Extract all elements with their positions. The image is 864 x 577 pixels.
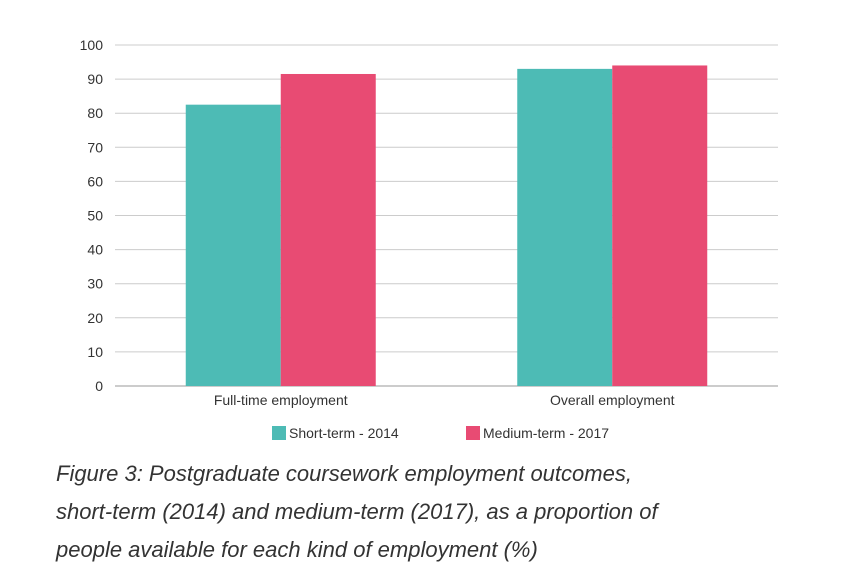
- bar: [185, 104, 281, 387]
- caption-line-3: people available for each kind of employ…: [56, 537, 538, 562]
- bar: [612, 65, 708, 387]
- y-tick-label: 30: [87, 276, 103, 292]
- y-tick-label: 0: [95, 378, 103, 394]
- caption-line-1: Figure 3: Postgraduate coursework employ…: [56, 461, 632, 486]
- x-tick-label: Full-time employment: [214, 392, 348, 408]
- y-tick-label: 20: [87, 310, 103, 326]
- legend-swatch: [272, 426, 286, 440]
- bar-chart: 0 10 20 30 40 50 60 70 80 90 100 Full-time employm…: [80, 37, 778, 441]
- y-axis-ticks: 0 10 20 30 40 50 60 70 80 90 100: [80, 37, 104, 394]
- x-axis-labels: Full-time employment Overall employment: [214, 392, 675, 408]
- x-tick-label: Overall employment: [550, 392, 675, 408]
- figure-caption: Figure 3: Postgraduate coursework employ…: [56, 455, 856, 569]
- y-tick-label: 40: [87, 242, 103, 258]
- bar: [280, 73, 376, 387]
- y-tick-label: 60: [87, 173, 103, 189]
- y-tick-label: 80: [87, 105, 103, 121]
- y-tick-label: 90: [87, 71, 103, 87]
- y-tick-label: 100: [80, 37, 104, 53]
- y-tick-label: 70: [87, 139, 103, 155]
- legend-label: Short-term - 2014: [289, 425, 399, 441]
- legend-label: Medium-term - 2017: [483, 425, 609, 441]
- legend: Short-term - 2014 Medium-term - 2017: [272, 425, 609, 441]
- y-tick-label: 10: [87, 344, 103, 360]
- bars: [185, 65, 708, 387]
- legend-swatch: [466, 426, 480, 440]
- y-tick-label: 50: [87, 208, 103, 224]
- caption-line-2: short-term (2014) and medium-term (2017)…: [56, 499, 658, 524]
- bar: [517, 68, 613, 387]
